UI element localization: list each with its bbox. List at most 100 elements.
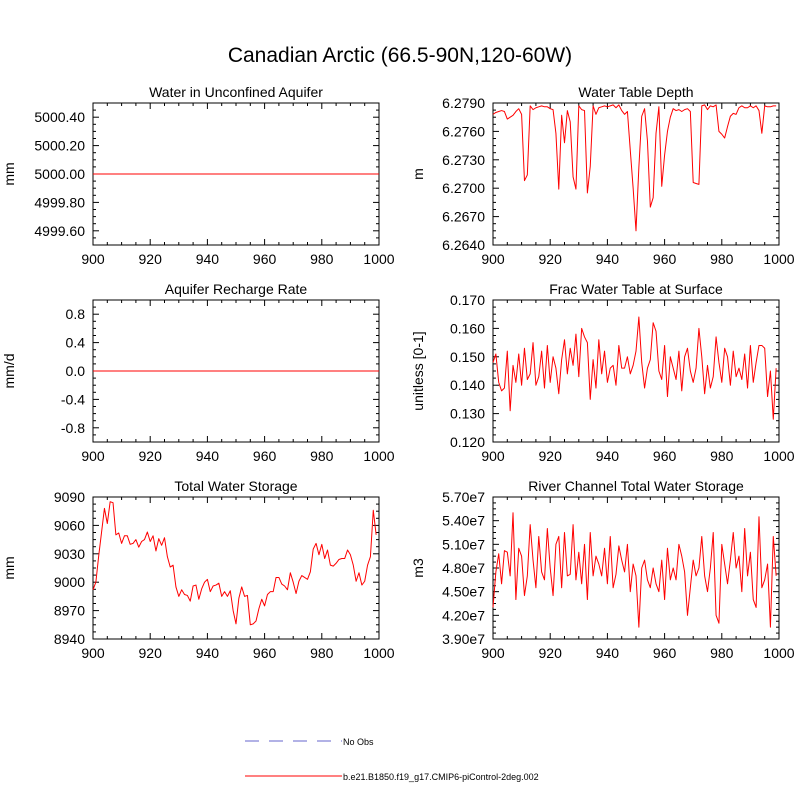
x-tick-label: 960 [253,645,277,661]
panel-title: Aquifer Recharge Rate [165,281,308,297]
x-tick-label: 1000 [763,645,794,661]
x-tick-label: 920 [139,645,163,661]
x-tick-label: 1000 [363,645,394,661]
y-axis-label: mm [1,162,17,185]
legend: No Obs b.e21.B1850.f19_g17.CMIP6-piContr… [245,737,539,782]
x-tick-label: 940 [196,448,220,464]
x-tick-label: 920 [539,251,563,267]
y-tick-label: 4999.60 [34,223,85,239]
y-tick-label: 5000.40 [34,109,85,125]
x-tick-label: 1000 [363,448,394,464]
y-tick-label: 4999.80 [34,194,85,210]
x-tick-label: 980 [710,645,734,661]
y-tick-label: 0.130 [450,406,485,422]
x-tick-label: 940 [596,645,620,661]
x-tick-label: 980 [310,251,334,267]
y-tick-label: 3.90e7 [442,631,485,647]
legend-obs-label: No Obs [343,737,374,747]
x-tick-label: 980 [710,448,734,464]
x-tick-label: 920 [539,645,563,661]
x-tick-label: 900 [481,448,505,464]
x-tick-label: 960 [653,448,677,464]
y-tick-label: 6.2790 [442,95,485,111]
y-tick-label: 6.2760 [442,123,485,139]
chart-panel-5: Total Water Storage mm 900 920 940 960 980 1000… [1,478,395,661]
x-tick-label: 1000 [763,251,794,267]
y-tick-label: 0.0 [66,363,86,379]
panel-title: Frac Water Table at Surface [549,281,723,297]
panels: Water in Unconfined Aquifer mm 900 920 940 96… [1,84,795,661]
y-tick-label: 0.4 [66,335,86,351]
y-tick-label: 6.2730 [442,152,485,168]
x-tick-label: 960 [253,251,277,267]
x-tick-label: 900 [81,251,105,267]
x-tick-label: 940 [596,448,620,464]
y-tick-label: 8940 [54,631,85,647]
y-tick-label: 6.2670 [442,209,485,225]
figure-title: Canadian Arctic (66.5-90N,120-60W) [228,44,572,67]
y-tick-label: 0.8 [66,306,86,322]
x-tick-label: 940 [196,251,220,267]
y-tick-label: 5.40e7 [442,513,485,529]
y-tick-label: 9030 [54,546,85,562]
x-tick-label: 940 [596,251,620,267]
x-tick-label: 900 [481,645,505,661]
y-tick-label: 0.120 [450,434,485,450]
y-tick-label: 6.2700 [442,180,485,196]
y-tick-label: 6.2640 [442,237,485,253]
x-tick-label: 980 [710,251,734,267]
series-line-1 [492,104,777,232]
y-tick-label: 9090 [54,489,85,505]
x-tick-label: 900 [81,645,105,661]
x-tick-label: 940 [196,645,220,661]
y-tick-label: -0.8 [61,420,85,436]
chart-panel-6: River Channel Total Water Storage m3 900 92… [410,478,795,661]
y-axis-label: mm/d [1,354,17,389]
y-tick-label: 5000.20 [34,138,85,154]
x-tick-label: 960 [653,645,677,661]
series-line-1 [492,512,777,628]
series-line-1 [92,501,377,626]
y-tick-label: 9060 [54,517,85,533]
y-tick-label: 0.170 [450,292,485,308]
x-tick-label: 1000 [763,448,794,464]
x-tick-label: 920 [139,448,163,464]
chart-panel-1: Water in Unconfined Aquifer mm 900 920 940 96… [1,84,395,267]
y-axis-label: m [410,168,426,180]
x-tick-label: 960 [253,448,277,464]
chart-panel-3: Aquifer Recharge Rate mm/d 900 920 940 960 980… [1,281,395,464]
x-tick-label: 980 [310,448,334,464]
y-axis-label: unitless [0-1] [410,331,426,410]
y-tick-label: 4.50e7 [442,584,485,600]
panel-title: Water Table Depth [578,84,693,100]
x-tick-label: 1000 [363,251,394,267]
y-tick-label: -0.4 [61,391,85,407]
x-tick-label: 900 [481,251,505,267]
x-tick-label: 920 [539,448,563,464]
y-tick-label: 5000.00 [34,166,85,182]
y-tick-label: 4.80e7 [442,560,485,576]
x-tick-label: 900 [81,448,105,464]
x-tick-label: 980 [310,645,334,661]
y-tick-label: 9000 [54,574,85,590]
y-axis-label: mm [1,556,17,579]
series-line-1 [492,316,777,420]
x-tick-label: 920 [139,251,163,267]
y-axis-label: m3 [410,558,426,578]
y-tick-label: 5.70e7 [442,489,485,505]
y-tick-label: 0.140 [450,377,485,393]
y-tick-label: 4.20e7 [442,607,485,623]
x-tick-label: 960 [653,251,677,267]
panel-title: Water in Unconfined Aquifer [149,84,323,100]
chart-panel-4: Frac Water Table at Surface unitless [0-1… [410,281,795,464]
panel-title: River Channel Total Water Storage [528,478,744,494]
legend-model-label: b.e21.B1850.f19_g17.CMIP6-piControl-2deg… [343,772,539,782]
chart-panel-2: Water Table Depth m 900 920 940 960 980 1000 6.2… [410,84,795,267]
y-tick-label: 5.10e7 [442,536,485,552]
y-tick-label: 0.160 [450,320,485,336]
y-tick-label: 0.150 [450,349,485,365]
y-tick-label: 8970 [54,603,85,619]
panel-title: Total Water Storage [174,478,297,494]
